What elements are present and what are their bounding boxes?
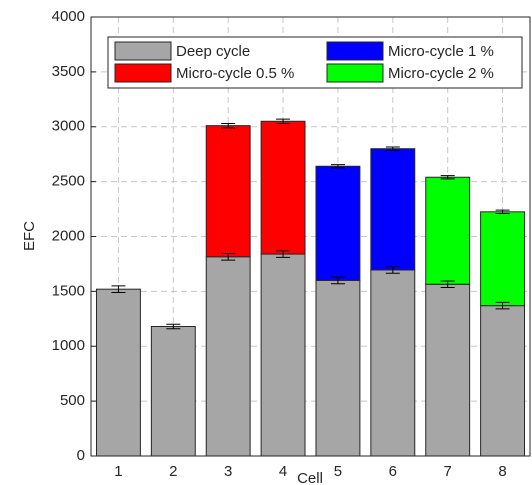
error-bar [276,118,291,124]
x-tick-label: 5 [334,463,342,480]
error-bar [385,266,400,274]
legend-swatch [114,41,172,61]
x-tick-label: 8 [498,463,506,480]
x-tick-label: 2 [169,463,177,480]
plot-frame [90,16,531,457]
legend-box [107,36,523,89]
legend-label: Deep cycle [176,43,250,60]
error-bar [385,146,400,151]
legend-label: Micro-cycle 0.5 % [176,65,294,82]
y-tick-label: 3000 [52,118,85,135]
legend-swatch [326,41,384,61]
y-tick-label: 1500 [52,282,85,299]
error-bar [276,250,291,258]
y-tick-label: 0 [77,447,85,464]
error-bar [440,280,455,289]
error-bar [221,253,236,261]
x-tick-label: 6 [389,463,397,480]
x-tick-label: 3 [224,463,232,480]
error-bar [330,164,345,169]
bar-segment [480,305,526,457]
error-bar [330,276,345,285]
x-tick-label: 7 [444,463,452,480]
legend-swatch [326,63,384,83]
y-tick-label: 2000 [52,227,85,244]
y-tick-label: 500 [60,392,85,409]
bar-segment [95,288,141,457]
error-bar [495,209,510,214]
legend-label: Micro-cycle 1 % [388,43,494,60]
error-bar [221,122,236,129]
bar-segment [480,211,526,307]
bar-segment [205,256,251,457]
error-bar [440,175,455,180]
x-tick-label: 4 [279,463,287,480]
bar-segment [150,325,196,457]
error-bar [495,301,510,310]
bar-segment [425,176,471,285]
bar-segment [260,253,306,457]
y-tick-label: 4000 [52,8,85,25]
bar-segment [260,120,306,255]
legend-label: Micro-cycle 2 % [388,65,494,82]
y-axis-label: EFC [21,221,38,251]
bar-segment [315,165,361,281]
bar-segment [425,283,471,457]
x-axis-label: Cell [297,470,323,485]
bar-segment [370,148,416,271]
y-tick-label: 2500 [52,173,85,190]
bar-segment [205,125,251,258]
y-tick-label: 3500 [52,63,85,80]
x-tick-label: 1 [114,463,122,480]
error-bar [166,323,181,330]
bar-segment [370,269,416,457]
bar-segment [315,279,361,457]
y-tick-label: 1000 [52,337,85,354]
legend-swatch [114,63,172,83]
error-bar [111,285,126,293]
